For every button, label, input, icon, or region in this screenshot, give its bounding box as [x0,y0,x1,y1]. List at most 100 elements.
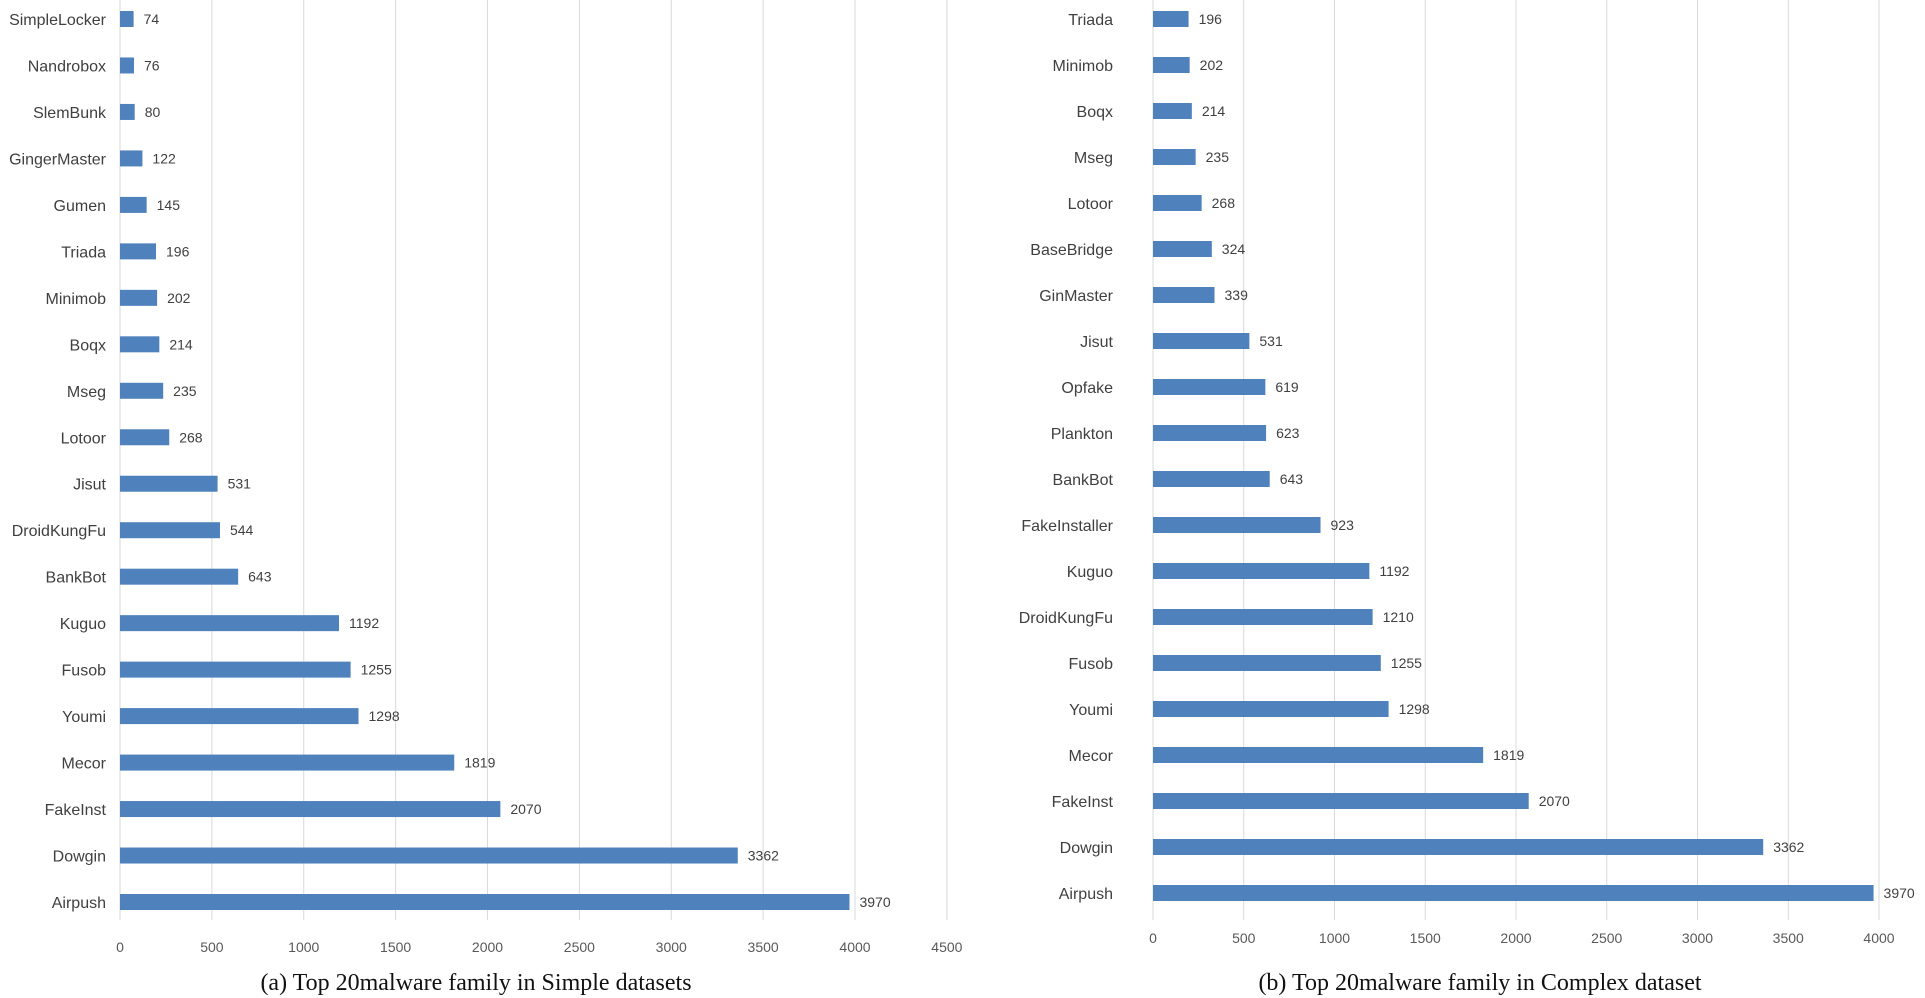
x-tick-label: 2500 [1591,930,1622,946]
x-tick-label: 3500 [748,939,779,955]
bar [1153,241,1212,257]
bar [1153,747,1484,763]
category-label: Youmi [1069,702,1113,719]
category-label: Fusob [1069,656,1114,673]
data-label: 3970 [859,894,890,910]
bar [1153,563,1370,579]
data-label: 531 [228,476,252,492]
x-tick-label: 1000 [1319,930,1350,946]
data-label: 74 [144,11,160,27]
bar [1153,517,1321,533]
bar [120,103,135,120]
category-label: Kuguo [60,616,106,633]
category-label: FakeInst [1052,794,1114,811]
data-label: 202 [1200,57,1224,73]
bar [1153,103,1192,119]
bar [120,382,164,399]
category-label: Lotoor [1068,196,1114,213]
category-label: GingerMaster [9,151,107,168]
data-label: 339 [1225,287,1249,303]
bar [1153,609,1373,625]
bar [1153,885,1874,901]
bar [120,894,850,910]
category-label: FakeInstaller [1021,518,1113,535]
data-label: 80 [145,104,161,120]
bar [120,708,359,725]
bar [1153,379,1266,395]
category-label: Mseg [1074,150,1113,167]
data-label: 623 [1276,425,1300,441]
data-label: 3970 [1884,885,1915,901]
bar [120,57,134,74]
bar [1153,149,1196,165]
category-label: Nandrobox [28,58,106,75]
x-tick-label: 3500 [1773,930,1804,946]
data-label: 202 [167,290,191,306]
category-label: Mecor [62,756,107,773]
data-label: 235 [173,383,197,399]
bar [120,754,455,771]
data-label: 324 [1222,241,1246,257]
bar [120,568,239,585]
data-label: 544 [230,522,254,538]
category-label: GinMaster [1039,288,1113,305]
bar [1153,471,1270,487]
data-label: 2070 [510,801,541,817]
category-label: DroidKungFu [12,523,106,540]
bar [1153,287,1215,303]
data-label: 3362 [1773,839,1804,855]
bar [120,661,351,678]
data-label: 214 [1202,103,1226,119]
bar [1153,11,1189,27]
chart-complex-dataset: 0 500 1000 1500 2000 2500 3000 3500 4000 Triada 19… [1019,0,1915,946]
category-label: SimpleLocker [9,12,107,29]
x-tick-label: 1500 [1410,930,1441,946]
category-label: Dowgin [1060,840,1113,857]
category-label: BankBot [1053,472,1114,489]
bar [120,150,143,167]
category-label: FakeInst [45,802,107,819]
category-label: Kuguo [1067,564,1113,581]
data-label: 1819 [1493,747,1524,763]
category-label: SlemBunk [33,105,107,122]
bar [1153,195,1202,211]
data-label: 643 [1280,471,1304,487]
x-tick-label: 4000 [839,939,870,955]
x-tick-label: 500 [1232,930,1256,946]
category-label: Gumen [54,198,106,215]
data-label: 1255 [361,662,392,678]
bar [120,801,501,818]
data-label: 235 [1206,149,1230,165]
data-label: 268 [179,429,203,445]
bar [1153,839,1764,855]
category-label: BankBot [46,570,107,587]
data-label: 3362 [748,848,779,864]
bar [1153,655,1381,671]
category-label: BaseBridge [1030,242,1113,259]
bar [120,615,340,632]
data-label: 1192 [349,615,379,631]
category-label: Jisut [1080,334,1113,351]
data-label: 643 [248,569,272,585]
category-label: Mecor [1069,748,1114,765]
bar [1153,793,1529,809]
data-label: 1192 [1379,563,1409,579]
category-label: Minimob [1053,58,1114,75]
data-label: 196 [166,243,190,259]
x-tick-label: 0 [1149,930,1157,946]
category-label: Airpush [52,895,106,912]
bar [120,336,160,353]
data-label: 268 [1212,195,1236,211]
category-label: Minimob [46,291,107,308]
data-label: 122 [152,150,176,166]
chart-simple-datasets: 0 500 1000 1500 2000 2500 3000 3500 4000 4500 Simp… [9,0,963,955]
x-tick-label: 4000 [1863,930,1894,946]
data-label: 214 [169,336,193,352]
data-label: 145 [157,197,181,213]
x-tick-label: 4500 [931,939,962,955]
bar [1153,57,1190,73]
data-label: 1210 [1383,609,1414,625]
bar [1153,701,1389,717]
bar [1153,425,1267,441]
